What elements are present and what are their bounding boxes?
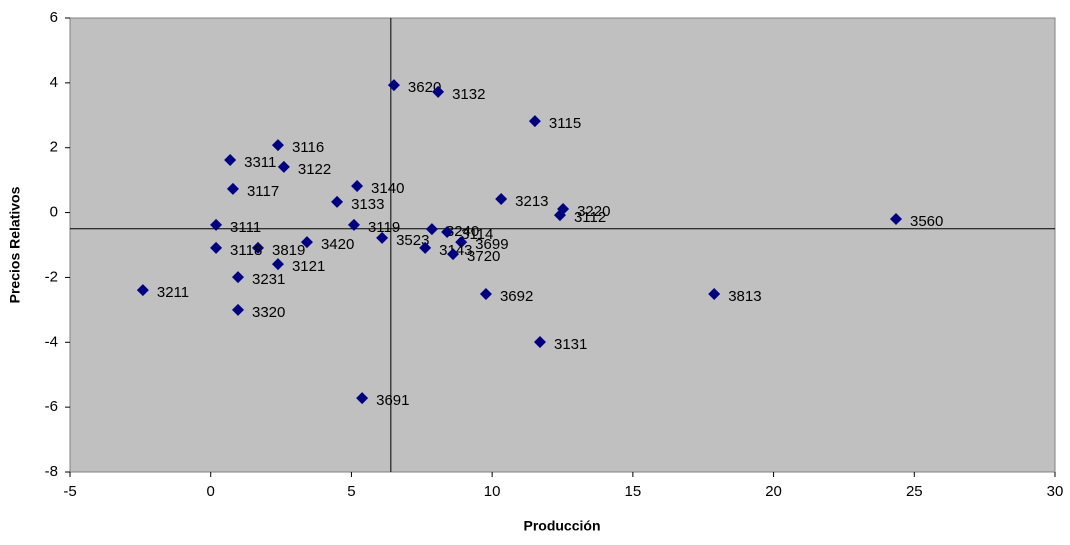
y-tick-label: -6 [45,398,58,415]
point-label: 3691 [376,392,409,409]
y-tick-label: 0 [50,204,58,221]
point-label: 3140 [371,180,404,197]
x-tick-label: 15 [625,483,642,500]
point [441,226,454,239]
point [226,182,239,195]
x-axis-title: Producción [523,518,600,534]
point-label: 3117 [247,183,279,200]
point-label: 3111 [230,219,261,236]
x-tick-label: 30 [1047,483,1064,500]
point-label: 3720 [467,248,500,265]
y-tick-label: -2 [45,268,58,285]
point [210,218,223,231]
point [528,115,541,128]
point-label: 3699 [475,236,508,253]
point [479,287,492,300]
point-label: 3211 [157,284,189,301]
point [347,218,360,231]
point-label: 3240 [446,223,479,240]
y-tick-label: 4 [50,74,58,91]
point-label: 3213 [515,193,548,210]
point-label: 3692 [500,288,533,305]
point-label: 3132 [452,86,485,103]
point [447,248,460,261]
y-tick-label: -8 [45,463,58,480]
x-tick-label: 5 [347,483,355,500]
point-label: 3560 [910,213,943,230]
point-label: 3133 [351,196,384,213]
point [387,79,400,92]
point-label: 3116 [292,139,324,156]
y-tick-label: 2 [50,139,58,156]
point-label: 3819 [272,242,305,259]
x-tick-label: 25 [906,483,923,500]
point-label: 3231 [252,271,285,288]
point [419,241,432,254]
point [351,179,364,192]
point [356,392,369,405]
point [495,192,508,205]
point-label: 3523 [396,232,429,249]
x-tick-label: 20 [765,483,782,500]
point-label: 3420 [321,236,354,253]
y-tick-label: 6 [50,9,58,26]
point-label: 3119 [368,219,400,236]
point-label: 3118 [230,242,262,259]
point-label: 3114 [461,226,493,243]
x-tick-label: 10 [484,483,501,500]
plot-area [69,17,1056,473]
point-label: 3112 [574,209,606,226]
point [300,236,313,249]
point [136,284,149,297]
y-axis-title: Precios Relativos [7,186,23,303]
point-label: 3115 [549,115,581,132]
point-label: 3122 [298,161,331,178]
point [232,303,245,316]
point-label: 3311 [244,154,276,171]
point [553,209,566,222]
point-label: 3320 [252,304,285,321]
point [533,335,546,348]
x-tick-label: -5 [63,483,76,500]
point [708,287,721,300]
point [889,213,902,226]
x-tick-label: 0 [207,483,215,500]
point-label: 3143 [439,242,472,259]
point [376,231,389,244]
point-label: 3220 [577,203,610,220]
point-label: 3813 [728,288,761,305]
point-label: 3131 [554,336,587,353]
point [331,195,344,208]
point [425,223,438,236]
point [432,85,445,98]
point-label: 3121 [292,258,325,275]
point [277,160,290,173]
point [210,241,223,254]
point [271,258,284,271]
point [224,154,237,167]
point [232,271,245,284]
y-tick-label: -4 [45,333,58,350]
point [455,236,468,249]
point [271,139,284,152]
point [251,241,264,254]
